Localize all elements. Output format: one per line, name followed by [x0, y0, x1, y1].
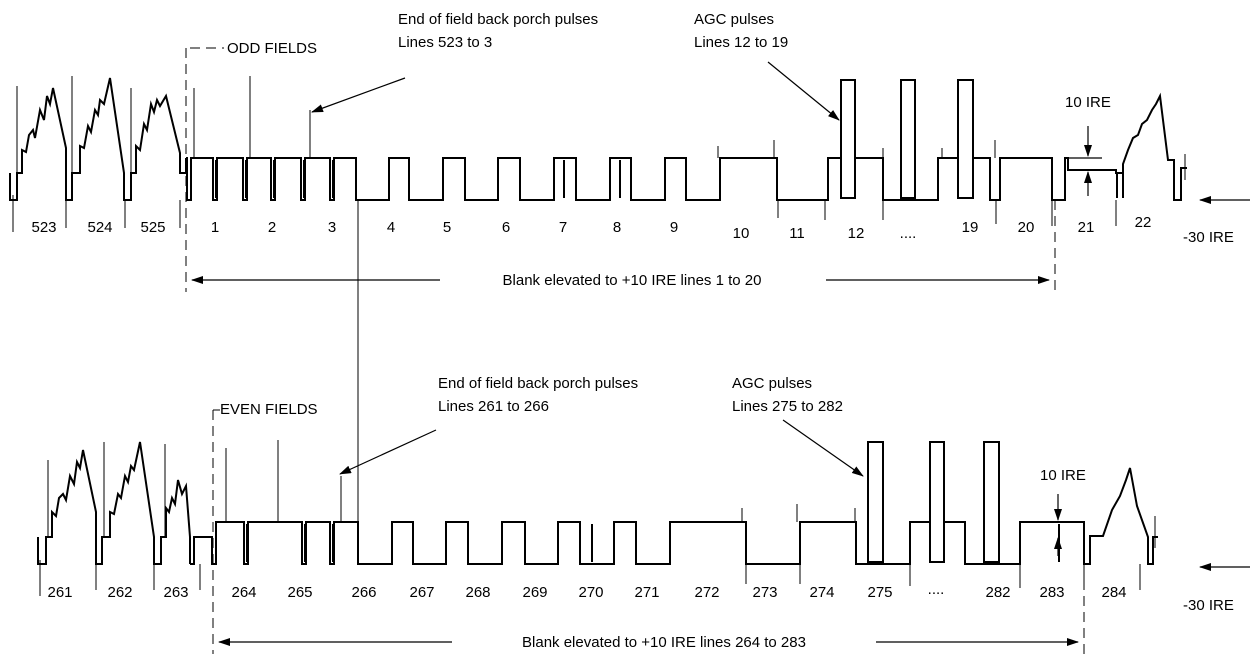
odd-agc-callout-arrow — [767, 61, 840, 121]
odd-agc-pulse-2 — [900, 79, 916, 199]
even-line-number: 275 — [867, 584, 892, 601]
even-field-diagram — [37, 409, 1250, 654]
odd-blank-label: Blank elevated to +10 IRE lines 1 to 20 — [503, 272, 762, 289]
even-line-number: 269 — [522, 584, 547, 601]
even-line-number: 273 — [752, 584, 777, 601]
odd-field-label: ODD FIELDS — [227, 40, 317, 57]
odd-agc-lines: Lines 12 to 19 — [694, 34, 788, 51]
odd-serration-pulses — [215, 160, 1124, 198]
even-line-number: 262 — [107, 584, 132, 601]
odd-video-waveform-523-525 — [9, 77, 187, 201]
even-line-number: .... — [928, 581, 945, 598]
odd-line-number: 8 — [613, 219, 621, 236]
odd-backporch-title: End of field back porch pulses — [398, 11, 598, 28]
odd-line-number: 21 — [1078, 219, 1095, 236]
odd-sync-waveform — [186, 92, 1187, 201]
even-line-number: 271 — [634, 584, 659, 601]
odd-line-numbers: 523 524 525 1 2 3 4 5 6 7 8 9 10 11 12.... 19 20 21 22 — [31, 214, 1151, 242]
odd-line-number: 1 — [211, 219, 219, 236]
even-agc-title: AGC pulses — [732, 375, 812, 392]
even-line-number: 268 — [465, 584, 490, 601]
even-line-number: 282 — [985, 584, 1010, 601]
even-line-number: 266 — [351, 584, 376, 601]
odd-neg-ire-label: -30 IRE — [1183, 229, 1234, 246]
odd-line-number: 4 — [387, 219, 395, 236]
odd-backporch-pulses — [16, 76, 1186, 180]
even-line-number: 274 — [809, 584, 834, 601]
even-line-numbers: 261 262 263 264 265 266 267 268 269 270 271 272 273 2… — [47, 581, 1126, 601]
even-agc-callout-arrow — [782, 419, 864, 477]
odd-line-ticks — [12, 195, 1117, 232]
odd-line-number: 6 — [502, 219, 510, 236]
even-backporch-lines: Lines 261 to 266 — [438, 398, 549, 415]
odd-line-number: 524 — [87, 219, 112, 236]
even-neg-ire-label: -30 IRE — [1183, 597, 1234, 614]
even-backporch-pulses — [47, 440, 1156, 548]
odd-line-number: 525 — [140, 219, 165, 236]
even-blank-label: Blank elevated to +10 IRE lines 264 to 2… — [522, 634, 806, 651]
odd-line-number: 10 — [733, 225, 750, 242]
even-line-number: 272 — [694, 584, 719, 601]
odd-line-number: 11 — [789, 225, 805, 242]
even-video-waveform-261-263 — [37, 441, 191, 565]
odd-field-diagram — [9, 47, 1250, 292]
odd-agc-pulse-1 — [840, 79, 856, 199]
odd-backporch-callout-arrow — [311, 77, 406, 113]
even-agc-pulse-3 — [983, 441, 1000, 563]
odd-line-number: 9 — [670, 219, 678, 236]
odd-line-number: .... — [900, 225, 917, 242]
odd-line-number: 12 — [848, 225, 865, 242]
odd-line-number: 22 — [1135, 214, 1152, 231]
odd-agc-title: AGC pulses — [694, 11, 774, 28]
even-line-number: 261 — [47, 584, 72, 601]
odd-line-number: 2 — [268, 219, 276, 236]
odd-line-number: 5 — [443, 219, 451, 236]
even-sync-waveform — [190, 467, 1158, 565]
even-agc-lines: Lines 275 to 282 — [732, 398, 843, 415]
even-backporch-callout-arrow — [339, 429, 437, 475]
even-line-number: 265 — [287, 584, 312, 601]
even-line-number: 283 — [1039, 584, 1064, 601]
even-line-number: 270 — [578, 584, 603, 601]
even-agc-pulse-2 — [929, 441, 945, 563]
odd-line-number: 19 — [962, 219, 979, 236]
even-serration-pulses — [246, 524, 1060, 562]
even-line-number: 267 — [409, 584, 434, 601]
even-agc-pulse-1 — [867, 441, 884, 563]
odd-line-number: 20 — [1018, 219, 1035, 236]
odd-line-number: 3 — [328, 219, 336, 236]
even-line-number: 263 — [163, 584, 188, 601]
even-line-number: 284 — [1101, 584, 1126, 601]
even-backporch-title: End of field back porch pulses — [438, 375, 638, 392]
odd-line-number: 7 — [559, 219, 567, 236]
even-ire-label: 10 IRE — [1040, 467, 1086, 484]
odd-agc-pulse-3 — [957, 79, 974, 199]
even-line-number: 264 — [231, 584, 256, 601]
even-field-label: EVEN FIELDS — [220, 401, 318, 418]
odd-backporch-lines: Lines 523 to 3 — [398, 34, 492, 51]
odd-ire-label: 10 IRE — [1065, 94, 1111, 111]
odd-line-number: 523 — [31, 219, 56, 236]
